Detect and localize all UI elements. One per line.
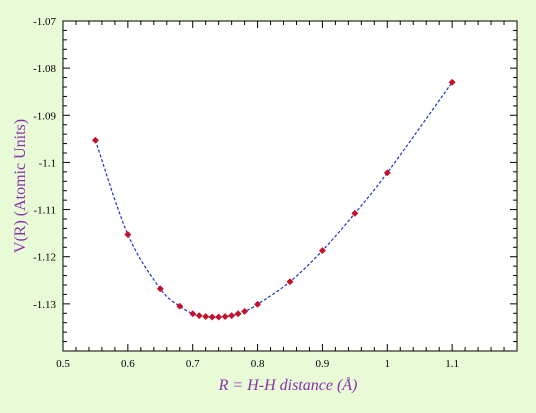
y-tick-label: -1.07 (33, 16, 56, 28)
x-axis-title: R = H-H distance (Å) (218, 376, 358, 394)
x-tick-label: 0.7 (186, 358, 200, 370)
y-tick-label: -1.12 (33, 252, 56, 264)
y-tick-label: -1.09 (33, 110, 56, 122)
data-point (286, 278, 294, 286)
data-point (189, 310, 197, 318)
data-point (202, 313, 210, 321)
data-points (91, 78, 456, 321)
y-axis-ticks: -1.13 -1.12 -1.11 -1.1 -1.09 -1.08 -1.07 (33, 16, 517, 352)
data-point (195, 312, 203, 320)
data-point (241, 307, 249, 315)
y-tick-label: -1.11 (33, 205, 56, 217)
data-point (448, 78, 456, 86)
data-point (208, 313, 216, 321)
x-tick-label: 0.8 (251, 358, 265, 370)
x-axis-ticks: 0.5 0.6 0.7 0.8 0.9 1 1.1 (56, 21, 518, 370)
data-point (254, 300, 262, 308)
y-tick-label: -1.13 (33, 299, 56, 311)
data-point (383, 169, 391, 177)
data-point (318, 247, 326, 255)
x-tick-label: 0.5 (56, 358, 70, 370)
data-point (124, 231, 132, 239)
data-point (234, 310, 242, 318)
x-tick-label: 0.9 (316, 358, 330, 370)
x-tick-label: 1.1 (445, 358, 459, 370)
data-point (176, 302, 184, 310)
data-point (91, 136, 99, 144)
plot-area (62, 20, 518, 352)
data-point (156, 285, 164, 293)
data-point (215, 313, 223, 321)
x-tick-label: 1 (385, 358, 391, 370)
y-axis-title: V(R) (Atomic Units) (12, 119, 29, 253)
y-tick-label: -1.1 (39, 157, 56, 169)
x-tick-label: 0.6 (121, 358, 135, 370)
data-point (228, 312, 236, 320)
y-tick-label: -1.08 (33, 63, 56, 75)
data-point (221, 313, 229, 321)
data-point (351, 209, 359, 217)
